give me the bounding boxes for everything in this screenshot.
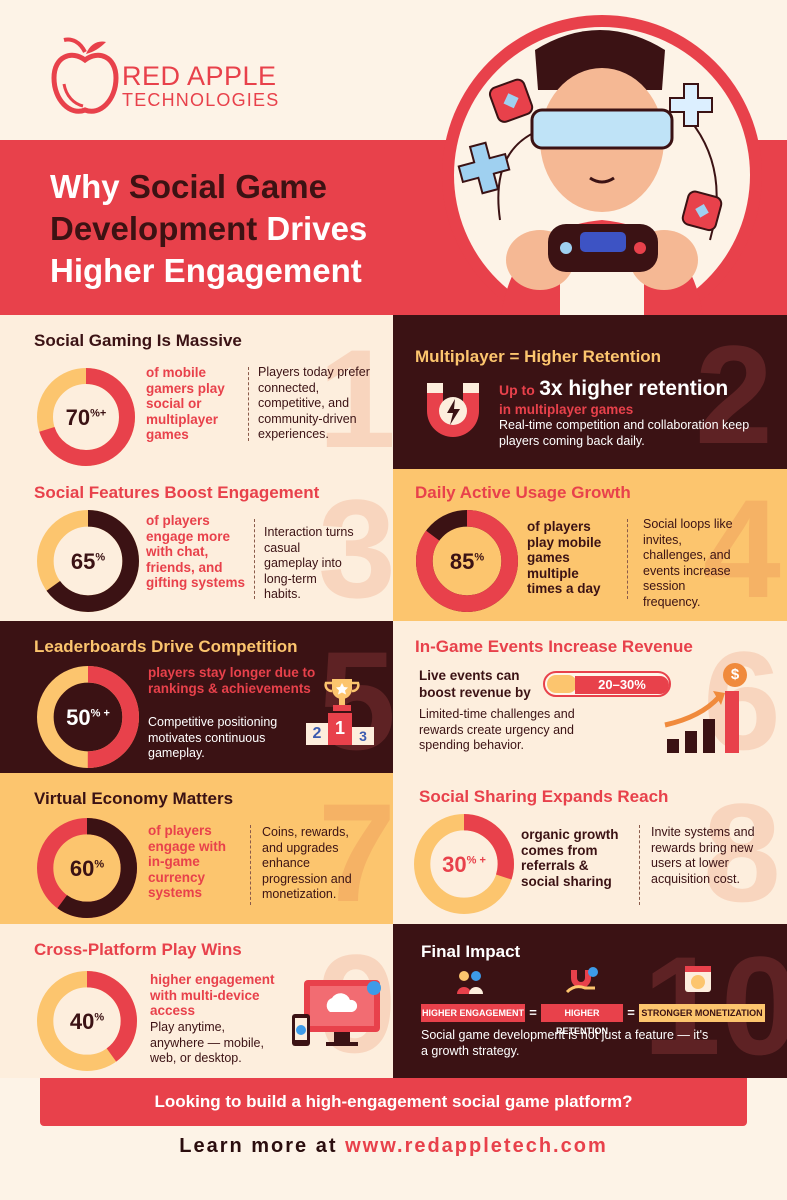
trophy-icon (324, 679, 360, 711)
learn-more: Learn more at www.redappletech.com (179, 1135, 608, 1157)
ring-progress (413, 813, 515, 915)
panel-heading: Leaderboards Drive Competition (34, 637, 298, 656)
revenue-pill: 20–30% (543, 671, 671, 697)
panel-heading: Virtual Economy Matters (34, 789, 234, 808)
ring-progress (36, 509, 140, 613)
stat-text: of players engage with in-game currency … (148, 823, 227, 900)
panel-number: 7 (318, 774, 393, 924)
panel-number: 4 (703, 470, 781, 621)
panel-virtual-economy: 7 Virtual Economy Matters 60% of players… (0, 773, 393, 924)
panel-heading: Social Features Boost Engagement (34, 483, 320, 502)
panel-heading: Social Sharing Expands Reach (419, 787, 669, 806)
magnet-icon (427, 383, 479, 437)
panel-final-impact: 10 Final Impact HIGHER ENGAGEMENT = HIGH… (393, 924, 787, 1078)
stat-text: of players play mobile games multiple ti… (527, 519, 602, 596)
divider (254, 519, 255, 599)
cta-banner[interactable]: Looking to build a high-engagement socia… (40, 1078, 747, 1126)
stat-text: higher engagement with multi-device acce… (150, 972, 275, 1018)
stat-ring: 85% (415, 509, 519, 613)
panel-daily-usage: 4 Daily Active Usage Growth 85% of playe… (393, 469, 787, 621)
page-title: Why Social Game Development Drives Highe… (50, 168, 368, 289)
panel-description: Competitive positioning motivates contin… (148, 715, 278, 760)
panel-heading: Multiplayer = Higher Retention (415, 347, 662, 366)
brand-subtitle: TECHNOLOGIES (122, 90, 280, 110)
stat-text: of mobile gamers play social or multipla… (146, 365, 225, 442)
equals-sign: = (529, 1005, 537, 1020)
panel-heading: Social Gaming Is Massive (34, 331, 242, 350)
podium-third: 3 (352, 727, 374, 745)
panel-heading: Final Impact (421, 942, 521, 961)
stat-ring: 40% (36, 970, 138, 1072)
panel-heading: Daily Active Usage Growth (415, 483, 631, 502)
panel-description: Real-time competition and collaboration … (499, 418, 750, 448)
impact-retention: HIGHER RETENTION (541, 1004, 623, 1036)
panel-number: 1 (318, 320, 393, 469)
gamer-illustration (442, 15, 762, 315)
podium-first: 1 (328, 713, 352, 745)
panel-number: 2 (695, 316, 773, 469)
panel-description: Limited-time challenges and rewards crea… (419, 707, 575, 752)
panel-description: Invite systems and rewards bring new use… (651, 825, 755, 886)
panel-number: 8 (703, 774, 781, 924)
money-card-icon (685, 966, 711, 992)
growth-chart-icon (664, 691, 739, 753)
divider (250, 825, 251, 905)
panel-number: 5 (318, 622, 393, 773)
impact-engagement: HIGHER ENGAGEMENT (421, 1004, 525, 1022)
hand-magnet-icon (565, 967, 598, 994)
stat-text: players stay longer due to rankings & ac… (148, 665, 316, 696)
ring-progress (36, 817, 138, 919)
devices-icon (292, 980, 381, 1046)
stat-text: of players engage more with chat, friend… (146, 513, 246, 590)
panel-description: Social loops like invites, challenges, a… (643, 517, 733, 609)
panel-description: Play anytime, anywhere — mobile, web, or… (150, 1020, 264, 1065)
apple-logo-icon (51, 37, 119, 114)
panel-heading: In-Game Events Increase Revenue (415, 637, 693, 656)
ring-progress (36, 970, 138, 1072)
panel-social-sharing: 8 Social Sharing Expands Reach 30% + org… (393, 773, 787, 924)
panel-ingame-events: 6 In-Game Events Increase Revenue Live e… (393, 621, 787, 773)
ring-progress (37, 368, 135, 466)
website-link[interactable]: www.redappletech.com (345, 1135, 608, 1157)
header: RED APPLE TECHNOLOGIES Why Social Game D… (0, 0, 787, 315)
panel-social-gaming: 1 Social Gaming Is Massive 70%+ of mobil… (0, 315, 393, 469)
stat-ring: 60% (36, 817, 138, 919)
impact-monetization: STRONGER MONETIZATION (639, 1004, 765, 1022)
panel-multiplayer: 2 Multiplayer = Higher Retention Up to 3… (393, 315, 787, 469)
panel-description: Social game development is not just a fe… (421, 1028, 709, 1058)
stat-subtext: in multiplayer games (499, 402, 634, 417)
panel-heading: Cross-Platform Play Wins (34, 940, 242, 959)
people-icon (457, 971, 483, 994)
brand-name: RED APPLE (122, 61, 277, 91)
stat-text: organic growth comes from referrals & so… (521, 827, 619, 889)
stat-ring: 30% + (413, 813, 515, 915)
podium: 2 1 3 (306, 713, 376, 745)
equals-sign: = (627, 1005, 635, 1020)
stat-text: Live events can boost revenue by (419, 668, 531, 700)
podium-second: 2 (306, 723, 328, 745)
panel-number: 3 (318, 470, 393, 621)
panel-leaderboards: 5 Leaderboards Drive Competition 50% + p… (0, 621, 393, 773)
ring-progress (36, 665, 140, 769)
ring-progress (415, 509, 519, 613)
stat-ring: 50% + (36, 665, 140, 769)
divider (639, 825, 640, 905)
brand-logo[interactable]: RED APPLE TECHNOLOGIES (50, 34, 280, 124)
divider (248, 367, 249, 441)
panel-description: Players today prefer connected, competit… (258, 365, 370, 441)
stat-text: Up to 3x higher retention (499, 377, 729, 400)
panel-description: Interaction turns casual gameplay into l… (264, 525, 354, 601)
coin-icon: $ (723, 663, 747, 687)
stat-ring: 65% (36, 509, 140, 613)
divider (627, 519, 628, 599)
cta-text: Looking to build a high-engagement socia… (154, 1092, 633, 1111)
panel-description: Coins, rewards, and upgrades enhance pro… (262, 825, 352, 901)
panel-cross-platform: 9 Cross-Platform Play Wins 40% higher en… (0, 924, 393, 1078)
panel-social-features: 3 Social Features Boost Engagement 65% o… (0, 469, 393, 621)
stat-ring: 70%+ (36, 367, 136, 467)
